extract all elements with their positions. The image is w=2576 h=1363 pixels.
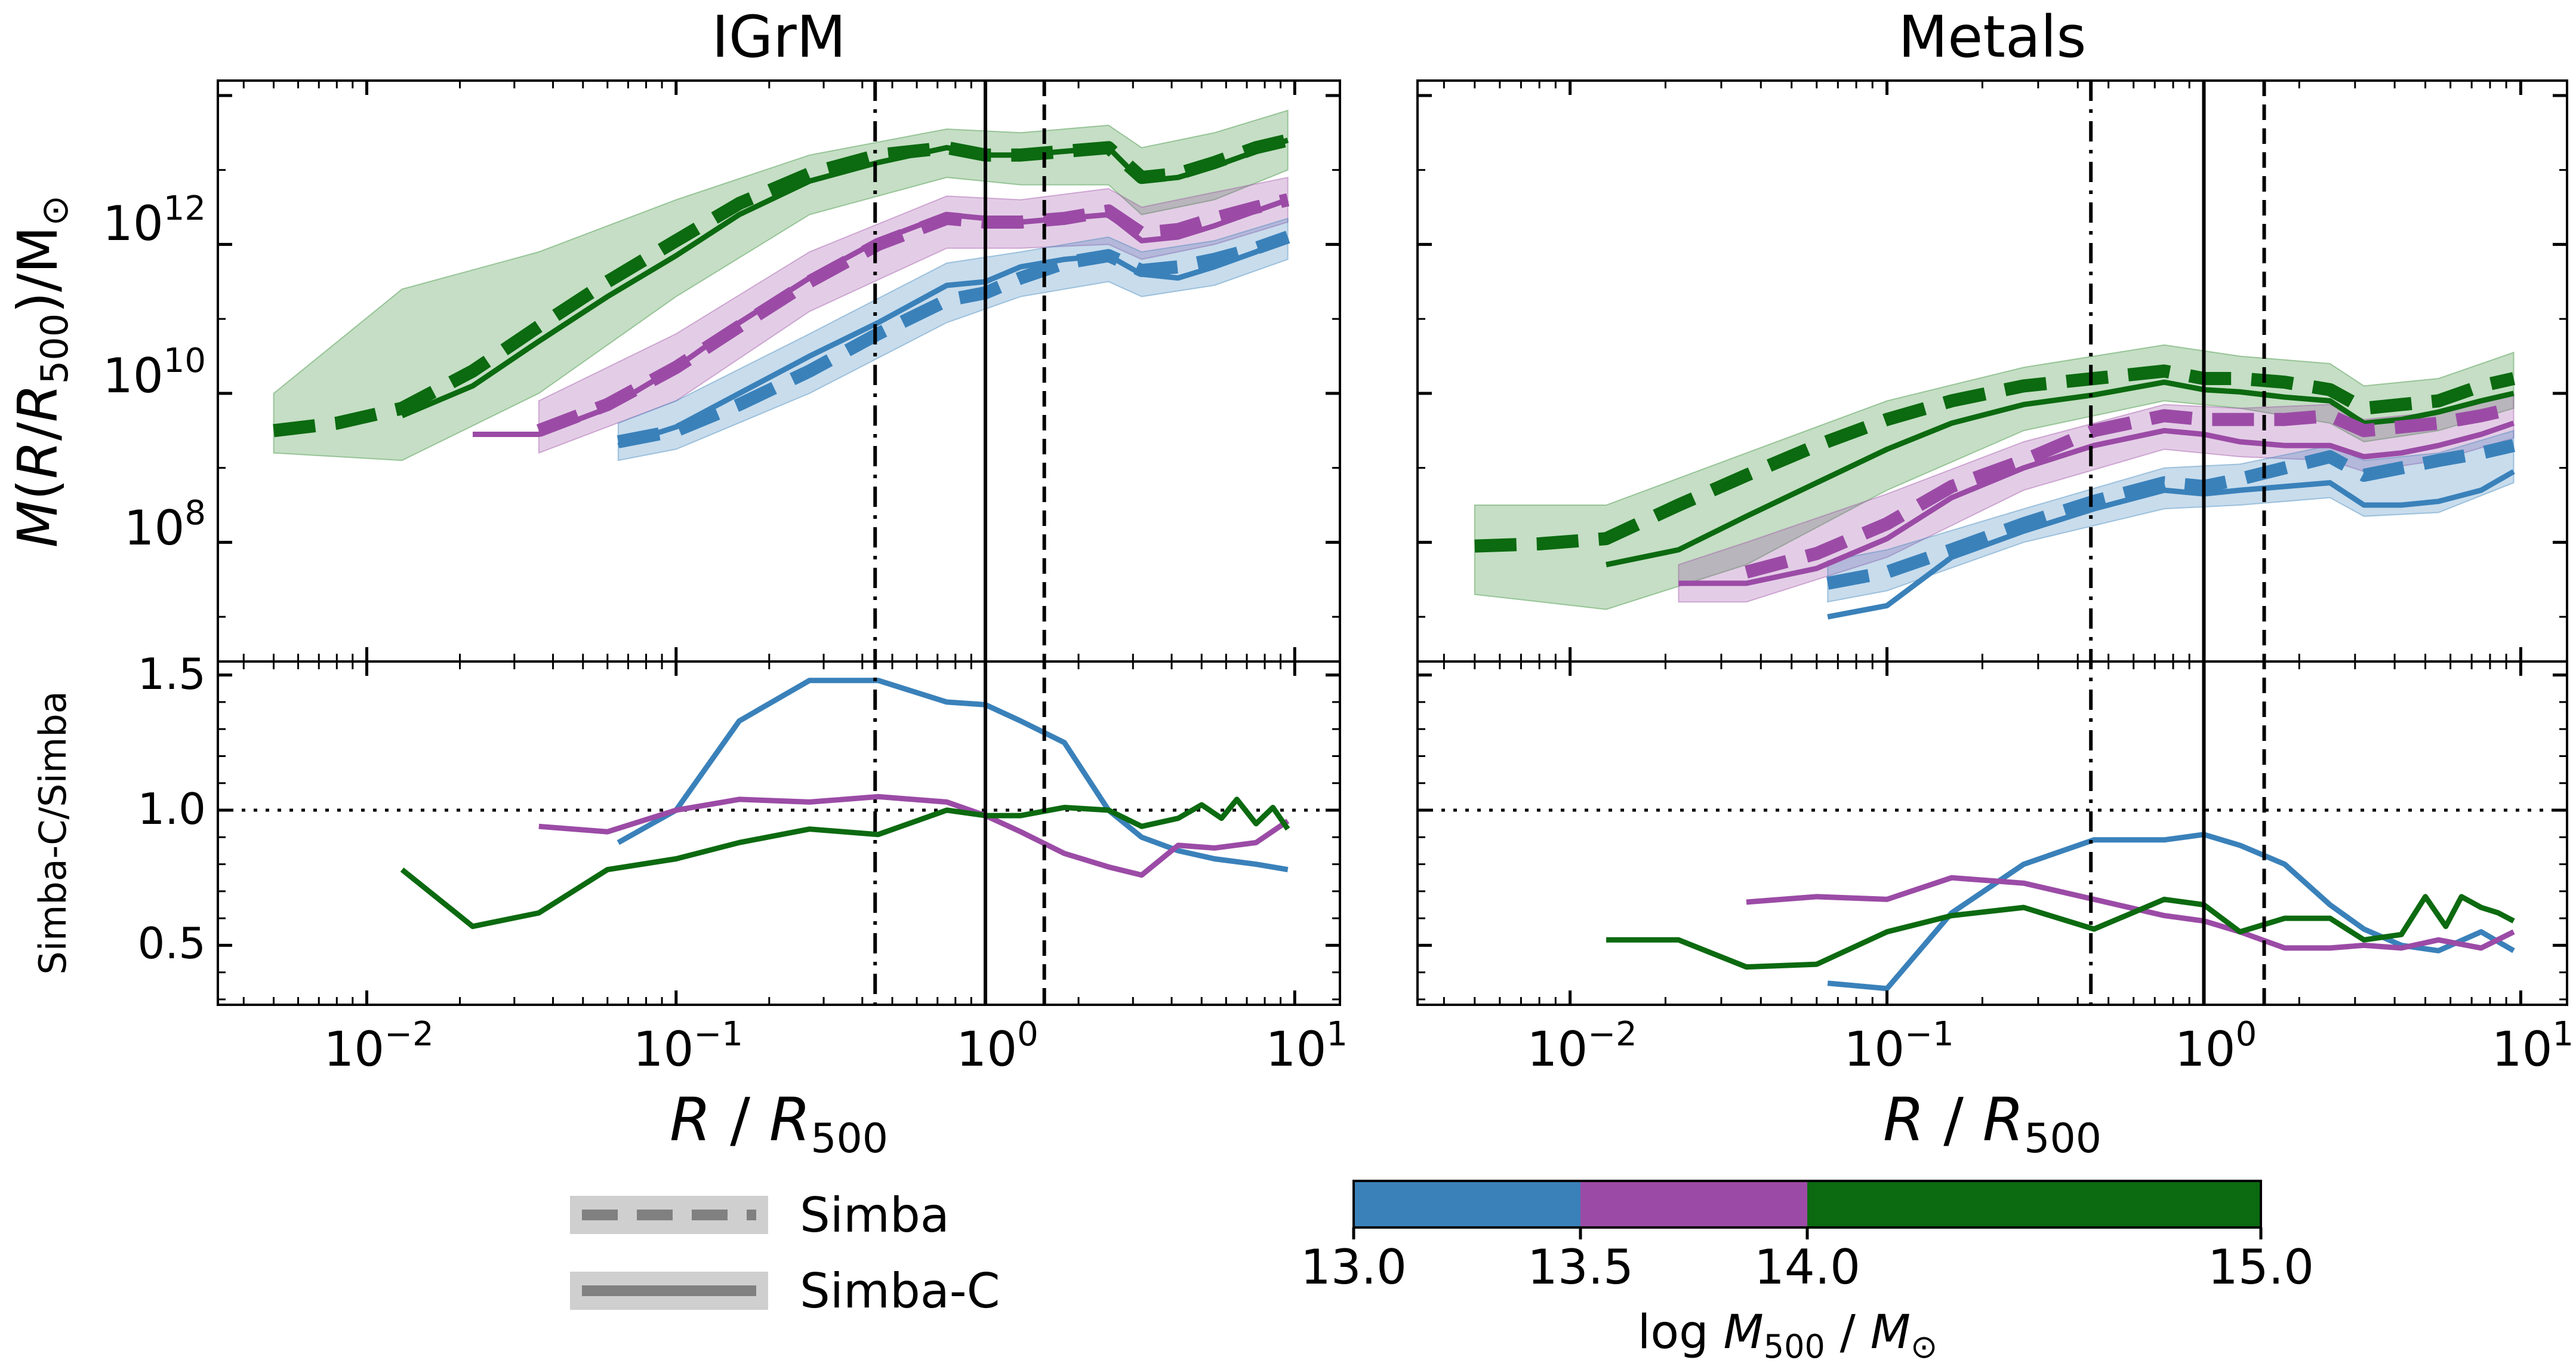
line-style-legend: Simba Simba-C <box>570 1187 1000 1319</box>
igrm-top-ylabel: M(R/R500)/M⊙ <box>6 195 76 548</box>
metals-axis-ticks <box>1418 81 2567 1005</box>
igrm-mass-bands <box>273 109 1289 461</box>
igrm-axis-ticks <box>218 81 1340 1005</box>
colorbar-tick-15.0: 15.0 <box>2208 1239 2314 1295</box>
metals-line-low-simbac <box>1827 469 2515 620</box>
igrm-band-mid <box>538 176 1289 454</box>
metals-line-low-simba <box>1826 439 2516 590</box>
metals-ratio-mid <box>1746 875 2515 951</box>
igrm-xtick-1: 100 <box>956 1015 1038 1077</box>
metals-title: Metals <box>1898 4 2086 70</box>
metals-xtick-10: 101 <box>2492 1015 2574 1077</box>
igrm-band-high <box>273 109 1289 461</box>
igrm-line-low-simbac <box>617 234 1289 448</box>
metals-bottom-frame <box>1416 660 2568 1006</box>
igrm-line-high-simbac <box>400 137 1289 419</box>
igrm-ytick-1e8: 108 <box>124 494 206 556</box>
metals-xtick-0.01: 10−2 <box>1527 1015 1637 1077</box>
metals-line-high-simba <box>1474 364 2516 553</box>
colorbar-tick-13.0: 13.0 <box>1301 1239 1407 1295</box>
igrm-mass-lines <box>273 134 1290 448</box>
colorbar-segment-13.5-14.0 <box>1580 1181 1807 1227</box>
igrm-ratio-ytick-0.5: 0.5 <box>137 918 206 968</box>
igrm-bottom-frame <box>217 660 1341 1006</box>
legend-simba-label: Simba <box>800 1187 950 1243</box>
igrm-xtick-0.1: 10−1 <box>633 1015 743 1077</box>
metals-mass-lines <box>1474 364 2516 620</box>
igrm-title: IGrM <box>712 4 846 70</box>
igrm-ratio-ytick-1.0: 1.0 <box>137 784 206 834</box>
metals-xtick-1: 100 <box>2175 1015 2257 1077</box>
colorbar-tick-13.5: 13.5 <box>1527 1239 1634 1295</box>
igrm-ratio-mid <box>538 793 1290 878</box>
metals-panel: Metals 10−2 10−1 100 101 R / R500 <box>1416 4 2574 1162</box>
igrm-line-high-simba <box>273 134 1290 438</box>
colorbar-tick-14.0: 14.0 <box>1754 1239 1860 1295</box>
colorbar-segment-14.0-15.0 <box>1807 1181 2261 1227</box>
mass-colorbar: 13.0 13.5 14.0 15.0 log M500 / M⊙ <box>1301 1180 2314 1363</box>
metals-radius-markers <box>2089 81 2266 1005</box>
igrm-band-low <box>617 217 1289 461</box>
igrm-ratio-ytick-1.5: 1.5 <box>137 649 206 699</box>
metals-band-low <box>1827 429 2515 603</box>
metals-line-mid-simba <box>1745 402 2516 579</box>
metals-xtick-0.1: 10−1 <box>1844 1015 1953 1077</box>
igrm-ratio-low <box>617 678 1289 873</box>
metals-ratio-lines <box>1418 808 2567 992</box>
metals-band-high <box>1474 344 2515 610</box>
igrm-xtick-10: 101 <box>1266 1015 1348 1077</box>
metals-xlabel: R / R500 <box>1883 1085 2102 1162</box>
igrm-ratio-high <box>400 796 1290 930</box>
metals-line-high-simbac <box>1606 379 2515 568</box>
igrm-ytick-1e12: 1012 <box>103 189 206 251</box>
igrm-radius-markers <box>873 81 1046 1005</box>
metals-ratio-high <box>1606 894 2515 970</box>
colorbar-label: log M500 / M⊙ <box>1638 1306 1938 1363</box>
igrm-xtick-0.01: 10−2 <box>323 1015 433 1077</box>
igrm-ratio-ylabel: Simba-C/Simba <box>31 691 75 974</box>
colorbar-segment-13.0-13.5 <box>1354 1181 1580 1227</box>
igrm-panel: IGrM 1012 1010 108 M(R/R500)/M⊙ 1.5 1.0 … <box>6 4 1348 1162</box>
igrm-line-low-simba <box>617 230 1290 448</box>
igrm-ytick-1e10: 1010 <box>103 341 206 404</box>
legend-simbac-label: Simba-C <box>800 1263 1000 1319</box>
metals-ratio-low <box>1827 832 2515 992</box>
igrm-ratio-lines <box>218 678 1340 930</box>
igrm-xlabel: R / R500 <box>670 1085 888 1162</box>
